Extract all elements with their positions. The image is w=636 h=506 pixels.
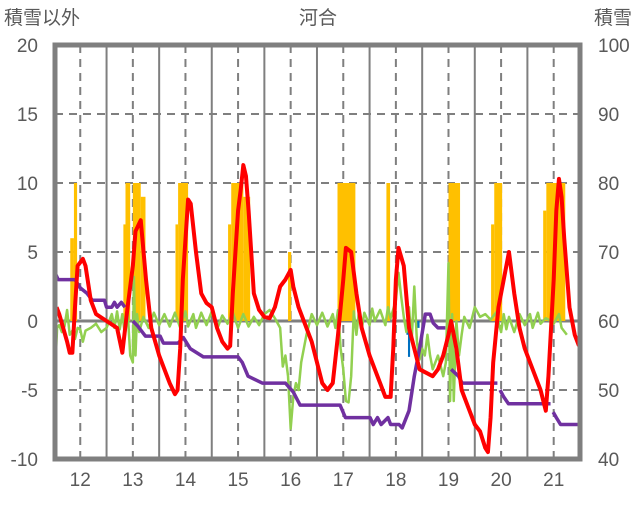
y-right-tick-label: 70 [598,243,619,264]
x-tick-label: 20 [491,470,512,491]
x-tick-label: 18 [385,470,406,491]
chart-title: 河合 [299,7,337,29]
y-right-tick-label: 100 [598,36,630,57]
plot-border [52,42,583,462]
x-tick-label: 14 [175,470,197,491]
x-tick-label: 13 [122,470,143,491]
x-tick-label: 16 [280,470,301,491]
bar-blue [416,321,420,328]
bar-orange [386,183,391,321]
x-tick-label: 17 [333,470,354,491]
series-snow-depth-line [498,389,551,406]
y-left-tick-label: -10 [11,450,38,471]
bar-orange [125,183,131,321]
bar-orange [494,183,503,321]
x-tick-label: 15 [227,470,248,491]
y-left-tick-label: -5 [21,381,38,402]
bar-blue [407,321,411,357]
plot-frame [52,42,583,462]
bar-orange [491,224,495,321]
y-right-tick-label: 80 [598,174,619,195]
y-left-tick-label: 20 [17,36,38,57]
y-left-tick-label: 0 [27,312,38,333]
y-right-tick-label: 40 [598,450,619,471]
y-left-tick-label: 10 [17,174,38,195]
x-tick-label: 19 [438,470,459,491]
series-temperature-line [54,163,581,455]
bar-orange [132,183,141,321]
bar-orange [228,224,232,321]
x-tick-label: 12 [70,470,91,491]
bar-orange [288,252,292,321]
y-right-tick-label: 60 [598,312,619,333]
bar-orange [123,224,126,321]
series-snow-depth-line [551,411,579,427]
y-right-tick-label: 50 [598,381,619,402]
bar-orange [73,183,78,321]
bar-orange [243,196,251,321]
left-axis-title: 積雪以外 [4,7,80,29]
x-tick-label: 21 [543,470,564,491]
right-axis-title: 積雪 [594,7,632,29]
y-left-tick-label: 5 [27,243,38,264]
bar-orange [175,224,179,321]
bar-orange [448,183,461,321]
y-right-tick-label: 90 [598,105,619,126]
bar-orange [543,210,547,321]
series-lines [53,163,581,455]
y-left-tick-label: 15 [17,105,38,126]
